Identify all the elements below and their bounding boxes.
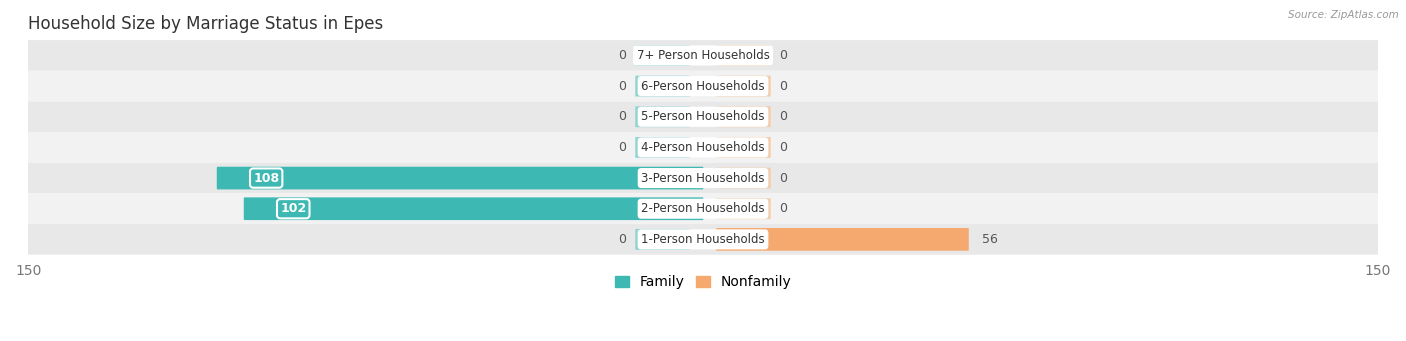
FancyBboxPatch shape [27, 163, 1379, 193]
FancyBboxPatch shape [27, 132, 1379, 163]
Text: 5-Person Households: 5-Person Households [641, 110, 765, 123]
Text: 0: 0 [619, 233, 627, 246]
FancyBboxPatch shape [27, 71, 1379, 101]
FancyBboxPatch shape [716, 168, 770, 189]
Text: 0: 0 [619, 79, 627, 93]
Text: 0: 0 [619, 141, 627, 154]
FancyBboxPatch shape [716, 106, 770, 127]
FancyBboxPatch shape [716, 228, 969, 251]
FancyBboxPatch shape [27, 40, 1379, 71]
Text: 0: 0 [779, 172, 787, 184]
Text: 0: 0 [779, 49, 787, 62]
Text: 56: 56 [981, 233, 998, 246]
Text: 7+ Person Households: 7+ Person Households [637, 49, 769, 62]
Text: 108: 108 [253, 172, 280, 184]
Text: 0: 0 [619, 49, 627, 62]
Text: 0: 0 [779, 79, 787, 93]
Text: 0: 0 [779, 110, 787, 123]
FancyBboxPatch shape [716, 45, 770, 66]
Text: 102: 102 [280, 202, 307, 215]
FancyBboxPatch shape [716, 76, 770, 97]
Text: 0: 0 [779, 141, 787, 154]
Text: 1-Person Households: 1-Person Households [641, 233, 765, 246]
Text: 0: 0 [779, 202, 787, 215]
Text: 3-Person Households: 3-Person Households [641, 172, 765, 184]
Text: Household Size by Marriage Status in Epes: Household Size by Marriage Status in Epe… [28, 15, 384, 33]
Text: 2-Person Households: 2-Person Households [641, 202, 765, 215]
Text: Source: ZipAtlas.com: Source: ZipAtlas.com [1288, 10, 1399, 20]
FancyBboxPatch shape [716, 198, 770, 219]
FancyBboxPatch shape [243, 197, 703, 220]
Text: 4-Person Households: 4-Person Households [641, 141, 765, 154]
FancyBboxPatch shape [217, 167, 703, 189]
FancyBboxPatch shape [27, 101, 1379, 132]
FancyBboxPatch shape [636, 76, 690, 97]
Legend: Family, Nonfamily: Family, Nonfamily [609, 270, 797, 295]
FancyBboxPatch shape [636, 45, 690, 66]
FancyBboxPatch shape [716, 137, 770, 158]
FancyBboxPatch shape [636, 106, 690, 127]
Text: 6-Person Households: 6-Person Households [641, 79, 765, 93]
Text: 0: 0 [619, 110, 627, 123]
FancyBboxPatch shape [27, 224, 1379, 255]
FancyBboxPatch shape [636, 229, 690, 250]
FancyBboxPatch shape [27, 193, 1379, 224]
FancyBboxPatch shape [636, 137, 690, 158]
